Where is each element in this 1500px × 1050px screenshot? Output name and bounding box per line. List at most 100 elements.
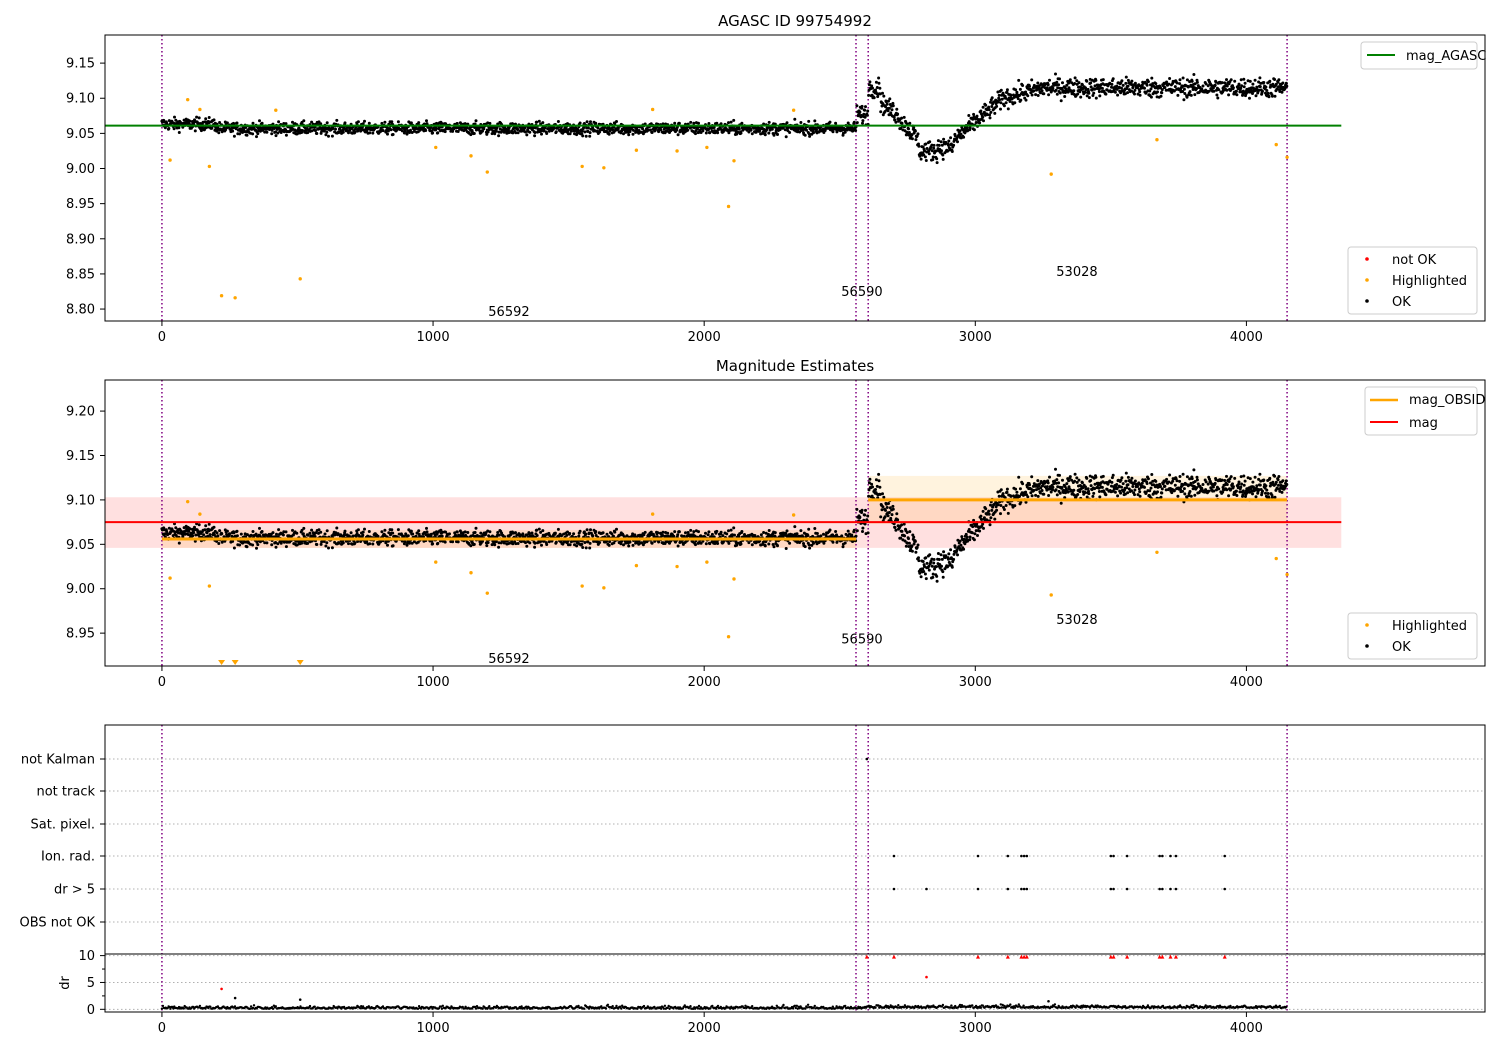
ok-point <box>586 126 590 130</box>
ok-point <box>410 541 414 545</box>
ok-point <box>490 543 494 547</box>
ok-point <box>770 535 774 539</box>
ok-point <box>936 552 940 555</box>
ok-point <box>877 479 881 483</box>
ok-point <box>919 157 923 161</box>
ok-point <box>596 126 600 130</box>
ok-point <box>1178 78 1182 82</box>
ok-point <box>689 120 693 124</box>
ok-point <box>494 129 498 133</box>
ok-point <box>914 138 918 142</box>
ok-point <box>669 129 673 133</box>
ok-point <box>319 122 323 126</box>
ok-point <box>912 535 916 539</box>
ok-point <box>566 530 569 534</box>
ok-point <box>231 129 235 133</box>
ok-point <box>975 114 979 118</box>
y-tick-label: 8.95 <box>66 197 95 212</box>
ok-point <box>1149 87 1153 91</box>
ok-point <box>204 524 208 528</box>
ok-point <box>542 129 546 133</box>
ok-point <box>908 121 912 125</box>
ok-point <box>905 531 909 534</box>
ok-point <box>917 144 921 148</box>
ok-point <box>930 143 934 147</box>
ok-point <box>1154 82 1158 86</box>
ok-point <box>1119 478 1123 482</box>
ok-point <box>245 545 249 549</box>
ok-point <box>598 541 602 544</box>
ok-point <box>245 533 249 537</box>
ok-point <box>274 134 278 138</box>
ok-point <box>232 134 236 138</box>
ok-point <box>391 531 395 535</box>
ok-point <box>1034 93 1038 97</box>
ok-point <box>1159 484 1162 488</box>
ok-point <box>1192 73 1196 76</box>
ok-point <box>949 136 953 140</box>
ok-point <box>1094 475 1098 479</box>
ok-point <box>218 529 222 533</box>
ok-point <box>1030 475 1034 479</box>
ok-point <box>1195 80 1199 84</box>
ok-point <box>812 541 815 545</box>
ok-point <box>478 535 481 538</box>
y-tick-label: 8.80 <box>66 303 95 318</box>
ok-point <box>930 564 934 568</box>
ok-point <box>556 527 560 531</box>
ok-point <box>863 108 867 112</box>
ok-point <box>725 532 729 536</box>
ok-point <box>641 127 645 131</box>
ok-point <box>810 543 814 547</box>
ok-point <box>315 132 319 135</box>
ok-point <box>912 542 916 546</box>
ok-point <box>659 128 663 132</box>
ok-point <box>1047 93 1051 97</box>
ok-point <box>612 534 615 538</box>
ok-point <box>441 530 445 534</box>
ok-point <box>831 533 835 537</box>
ok-point <box>615 527 618 531</box>
ok-point <box>841 545 845 549</box>
ok-point <box>343 529 347 533</box>
ok-point <box>220 532 224 536</box>
ok-point <box>946 557 950 561</box>
ok-point <box>900 116 904 120</box>
ok-point <box>675 128 679 132</box>
ok-point <box>813 527 817 530</box>
ok-point <box>857 113 861 117</box>
ok-point <box>1115 483 1119 486</box>
ok-point <box>1059 501 1063 505</box>
ok-point <box>754 541 758 545</box>
ok-point <box>284 530 288 534</box>
ok-point <box>540 132 543 136</box>
ok-point <box>788 541 792 545</box>
ok-point <box>935 579 939 583</box>
ok-point <box>893 526 897 529</box>
ok-point <box>739 131 743 135</box>
ok-point <box>1036 494 1040 498</box>
ok-point <box>793 117 797 121</box>
ok-point <box>533 545 537 549</box>
ok-point <box>776 133 779 136</box>
ok-point <box>971 117 975 121</box>
ok-point <box>732 118 736 122</box>
ok-point <box>1193 82 1197 86</box>
x-tick-label: 0 <box>158 330 166 345</box>
ok-point <box>1017 78 1021 82</box>
ok-point <box>1094 78 1098 82</box>
ok-point <box>952 552 956 556</box>
ok-point <box>1239 78 1243 82</box>
ok-point <box>981 115 985 119</box>
ok-point <box>673 530 677 534</box>
ok-point <box>485 132 489 136</box>
ok-point <box>386 539 390 543</box>
ok-point <box>1264 85 1268 89</box>
ok-point <box>197 116 201 120</box>
ok-point <box>380 121 384 125</box>
ok-point <box>1061 81 1064 85</box>
ok-point <box>886 109 890 113</box>
ok-point <box>585 120 589 124</box>
x-tick-label: 4000 <box>1230 330 1263 345</box>
ok-point <box>1268 79 1272 83</box>
